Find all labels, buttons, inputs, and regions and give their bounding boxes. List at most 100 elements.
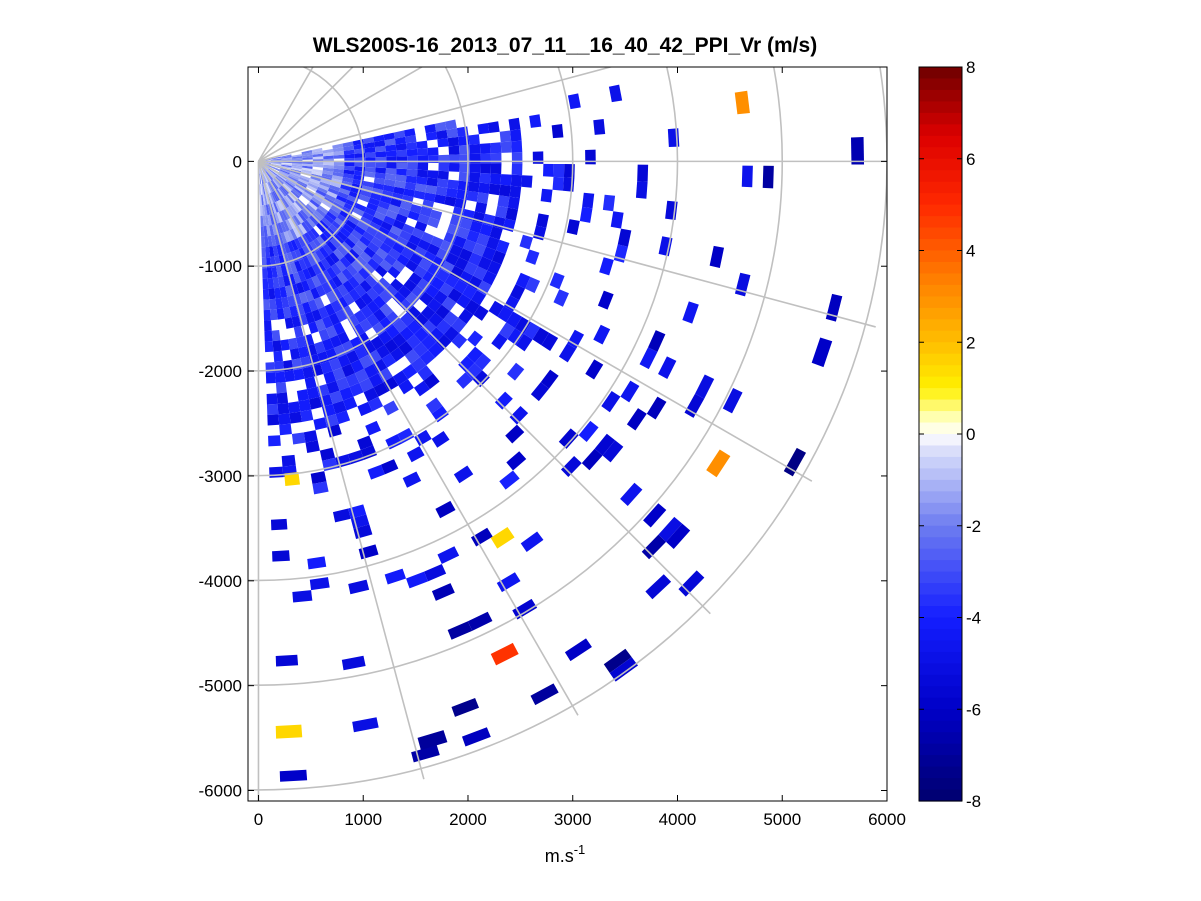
velocity-cell [270, 162, 282, 165]
velocity-cell [507, 328, 524, 346]
velocity-cell [411, 227, 425, 240]
velocity-cell [278, 187, 287, 197]
velocity-cell [551, 124, 564, 139]
colorbar-step [919, 697, 962, 710]
velocity-cell [722, 387, 743, 414]
velocity-cell [310, 227, 320, 239]
velocity-cell [322, 243, 334, 256]
colorbar-step [919, 319, 962, 332]
velocity-cell [375, 167, 387, 174]
x-tick-label: 6000 [868, 810, 906, 829]
velocity-cell [259, 184, 262, 195]
notable-velocity-cell [284, 472, 300, 487]
velocity-cell [288, 175, 299, 183]
velocity-cell [289, 262, 298, 274]
velocity-cell [426, 177, 438, 187]
colorbar-tick-label: -6 [966, 700, 981, 719]
velocity-cell [323, 155, 334, 160]
colorbar-tick-label: 6 [966, 150, 975, 169]
velocity-cell [446, 128, 459, 139]
velocity-cell [287, 192, 297, 202]
velocity-cell [402, 364, 418, 380]
velocity-cell [392, 219, 406, 230]
velocity-cell [281, 454, 296, 467]
velocity-cell [456, 226, 470, 240]
velocity-cell [297, 211, 307, 222]
velocity-cell [311, 252, 321, 264]
velocity-cell [343, 149, 355, 155]
velocity-cell [499, 470, 520, 490]
velocity-cell [285, 285, 294, 297]
velocity-cell [302, 268, 312, 280]
velocity-cell [379, 316, 394, 331]
velocity-cell [783, 447, 807, 477]
velocity-cell [312, 194, 324, 203]
velocity-cell [468, 252, 483, 267]
velocity-cell [296, 389, 310, 402]
colorbar-step [919, 250, 962, 263]
velocity-cell [317, 205, 329, 215]
velocity-cell [264, 236, 269, 248]
velocity-cell [291, 166, 303, 170]
velocity-cell [291, 154, 303, 158]
velocity-cell [469, 143, 481, 154]
velocity-cell [480, 163, 492, 174]
velocity-cell [403, 278, 417, 293]
velocity-cell [281, 164, 292, 168]
colorbar-step [919, 663, 962, 676]
velocity-cell [417, 162, 429, 171]
velocity-cell [306, 254, 317, 267]
velocity-cell [272, 277, 280, 289]
velocity-cell [407, 210, 420, 221]
velocity-cell [267, 235, 273, 247]
velocity-cell [385, 324, 400, 339]
colorbar-step [919, 686, 962, 699]
velocity-cell [302, 161, 313, 165]
velocity-cell [269, 298, 277, 310]
velocity-cell [259, 194, 262, 206]
velocity-cell [280, 168, 291, 174]
velocity-cell [302, 191, 313, 200]
velocity-cell [324, 303, 336, 316]
velocity-cell [510, 284, 526, 301]
velocity-cell [417, 239, 431, 251]
velocity-cell [456, 372, 473, 389]
velocity-cell [445, 187, 458, 199]
velocity-cell [318, 306, 329, 319]
velocity-cell [291, 203, 300, 214]
velocity-cell [270, 163, 282, 166]
velocity-cell [417, 148, 429, 156]
velocity-cell [489, 173, 502, 185]
velocity-cell [280, 339, 290, 351]
velocity-cell [305, 311, 316, 324]
velocity-cell [364, 171, 376, 178]
velocity-cell [477, 122, 490, 135]
velocity-cell [520, 531, 544, 552]
velocity-cell [362, 340, 377, 355]
velocity-cell [288, 337, 299, 350]
velocity-cell [373, 382, 389, 397]
colorbar-step [919, 502, 962, 515]
velocity-cell [402, 223, 415, 235]
velocity-cell [310, 287, 321, 300]
colorbar-tick-label: 8 [966, 58, 975, 77]
velocity-cell [321, 217, 332, 228]
colorbar-step [919, 525, 962, 538]
azimuth-spoke [257, 161, 425, 780]
velocity-cell [343, 252, 356, 265]
velocity-cell [411, 285, 426, 299]
velocity-cell [281, 154, 292, 158]
velocity-cell [400, 247, 414, 260]
velocity-cell [411, 357, 427, 373]
velocity-cell [301, 301, 312, 314]
velocity-cell [270, 309, 278, 321]
velocity-cell [385, 173, 397, 181]
velocity-cell [417, 365, 434, 381]
velocity-cell [392, 291, 406, 305]
velocity-cell [403, 188, 416, 198]
colorbar-step [919, 594, 962, 607]
velocity-cell [496, 572, 521, 593]
velocity-cell [408, 272, 423, 286]
velocity-cell [331, 175, 343, 181]
velocity-cell [389, 225, 403, 237]
